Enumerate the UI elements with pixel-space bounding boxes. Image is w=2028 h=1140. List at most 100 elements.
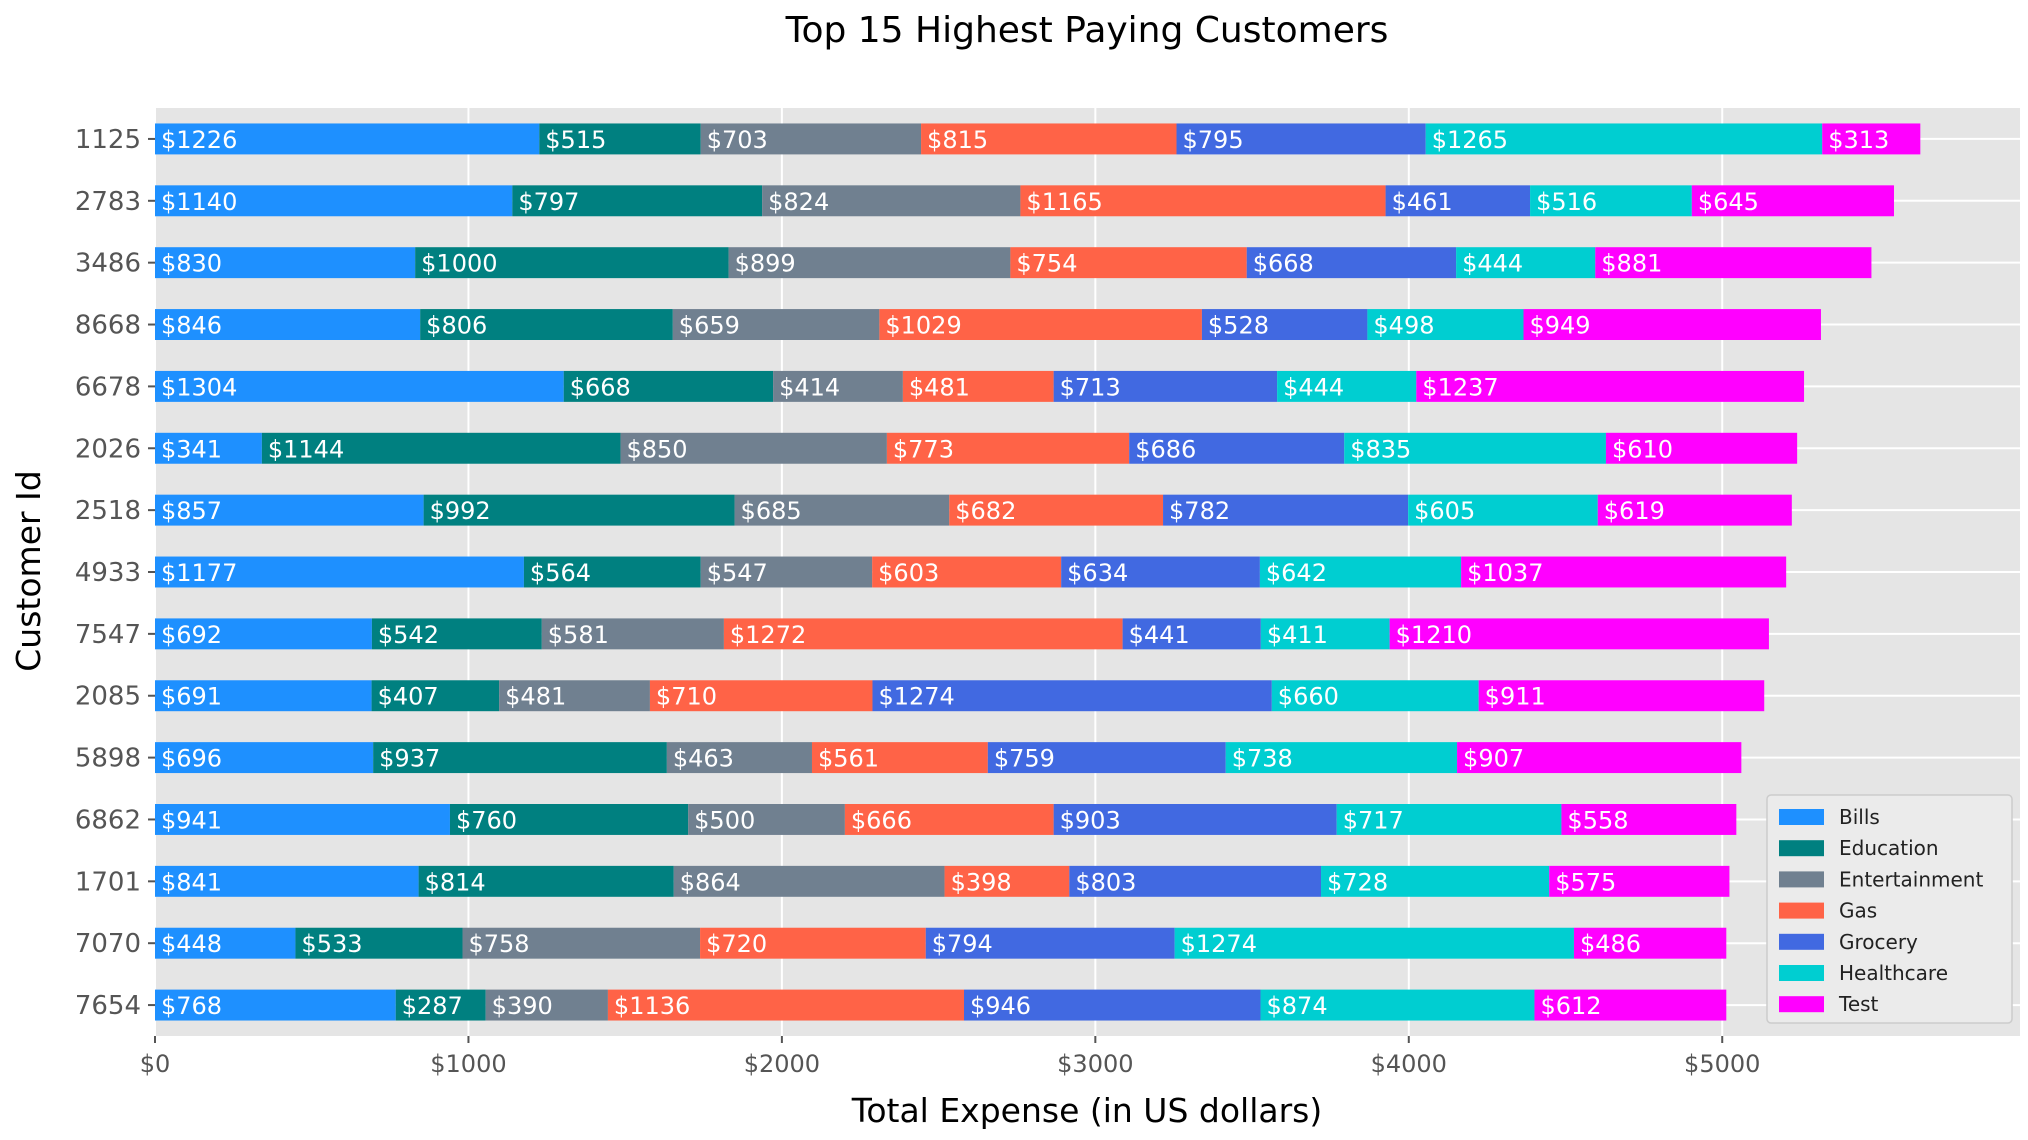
bar-value-label: $390 <box>492 992 553 1020</box>
bar-segment-entertainment <box>620 432 887 464</box>
bar-value-label: $444 <box>1283 373 1344 401</box>
bar-value-label: $398 <box>951 868 1012 896</box>
bar-segment-healthcare <box>1260 618 1390 650</box>
bar-value-label: $516 <box>1536 188 1597 216</box>
bar-segment-grocery <box>1246 247 1457 279</box>
bar-segment-healthcare <box>1271 680 1479 712</box>
bar-segment-healthcare <box>1336 804 1562 835</box>
bar-value-label: $1037 <box>1467 559 1543 587</box>
bar-segment-gas <box>1010 247 1247 279</box>
bar-segment-education <box>449 804 689 835</box>
bar-segment-gas <box>700 927 926 959</box>
bar-value-label: $797 <box>518 188 579 216</box>
bar-segment-test <box>1822 123 1921 155</box>
bar-segment-entertainment <box>485 989 608 1021</box>
y-tick-label: 2085 <box>75 682 141 712</box>
y-tick-label: 6678 <box>75 372 141 402</box>
bar-value-label: $720 <box>706 930 767 958</box>
bar-segment-grocery <box>964 989 1261 1021</box>
bar-value-label: $612 <box>1540 992 1601 1020</box>
legend-swatch <box>1779 965 1824 981</box>
legend-label: Education <box>1839 836 1939 860</box>
bar-segment-education <box>415 247 729 279</box>
legend-label: Grocery <box>1839 930 1918 954</box>
bar-segment-healthcare <box>1321 865 1550 897</box>
bar-value-label: $850 <box>626 435 687 463</box>
bar-segment-grocery <box>987 742 1226 774</box>
bar-segment-gas <box>811 742 988 774</box>
bar-segment-test <box>1523 309 1821 340</box>
bar-value-label: $486 <box>1580 930 1641 958</box>
x-tick-label: $1000 <box>430 1050 506 1078</box>
bar-value-label: $814 <box>425 868 486 896</box>
bar-segment-grocery <box>1163 494 1409 526</box>
bar-segment-education <box>371 618 542 650</box>
y-tick-label: 1701 <box>75 867 141 897</box>
bar-value-label: $1165 <box>1026 188 1102 216</box>
bar-segment-test <box>1478 680 1765 712</box>
bar-value-label: $830 <box>161 250 222 278</box>
bar-segment-bills <box>155 494 424 526</box>
bar-segment-gas <box>886 432 1130 464</box>
bar-segment-healthcare <box>1456 247 1596 279</box>
bar-segment-grocery <box>1385 185 1531 217</box>
bar-value-label: $759 <box>994 745 1055 773</box>
bar-value-label: $448 <box>161 930 222 958</box>
bar-segment-healthcare <box>1367 309 1524 340</box>
bar-value-label: $561 <box>818 745 879 773</box>
legend-label: Healthcare <box>1839 961 1948 985</box>
y-tick-label: 2518 <box>75 496 141 526</box>
bar-segment-healthcare <box>1259 556 1462 588</box>
x-tick-label: $3000 <box>1057 1050 1133 1078</box>
bar-segment-gas <box>921 123 1177 155</box>
bar-segment-test <box>1691 185 1894 217</box>
bar-segment-gas <box>872 556 1062 588</box>
bar-value-label: $1144 <box>268 435 344 463</box>
bar-value-label: $874 <box>1267 992 1328 1020</box>
bar-segment-gas <box>607 989 965 1021</box>
y-tick-label: 7654 <box>75 991 141 1021</box>
bar-segment-education <box>261 432 621 464</box>
bar-segment-healthcare <box>1425 123 1823 155</box>
bar-segment-education <box>371 680 500 712</box>
bar-value-label: $533 <box>301 930 362 958</box>
legend-swatch <box>1779 933 1824 950</box>
bar-segment-grocery <box>1053 804 1337 835</box>
legend-label: Test <box>1838 992 1879 1016</box>
bar-segment-gas <box>944 865 1070 897</box>
bar-value-label: $941 <box>161 806 222 834</box>
bar-value-label: $542 <box>378 621 439 649</box>
bar-segment-grocery <box>1053 370 1278 402</box>
bar-value-label: $581 <box>548 621 609 649</box>
bar-segment-bills <box>155 370 564 402</box>
bar-segment-entertainment <box>700 556 873 588</box>
bar-value-label: $824 <box>768 188 829 216</box>
x-tick-label: $0 <box>140 1050 171 1078</box>
bar-segment-entertainment <box>499 680 650 712</box>
bar-segment-test <box>1573 927 1727 959</box>
bar-segment-grocery <box>1122 618 1261 650</box>
bar-value-label: $645 <box>1698 188 1759 216</box>
bar-value-label: $634 <box>1067 559 1128 587</box>
bar-value-label: $668 <box>1253 250 1314 278</box>
bar-value-label: $441 <box>1129 621 1190 649</box>
legend-swatch <box>1779 809 1824 825</box>
bar-value-label: $841 <box>161 868 222 896</box>
bar-value-label: $481 <box>505 683 566 711</box>
bar-value-label: $710 <box>656 683 717 711</box>
bar-segment-entertainment <box>672 309 880 340</box>
bar-value-label: $685 <box>741 497 802 525</box>
y-axis-label: Customer Id <box>9 470 48 671</box>
bar-segment-healthcare <box>1225 742 1458 774</box>
bar-segment-entertainment <box>666 742 812 774</box>
bar-value-label: $758 <box>468 930 529 958</box>
bar-value-label: $835 <box>1350 435 1411 463</box>
y-axis-ticks: 1125 2783 3486 8668 6678 2026 2518 4933 7547 2085… <box>75 125 155 1021</box>
bar-value-label: $907 <box>1463 745 1524 773</box>
bar-segment-entertainment <box>541 618 724 650</box>
bar-segment-grocery <box>925 927 1175 959</box>
chart-title: Top 15 Highest Paying Customers <box>785 10 1389 51</box>
bar-value-label: $738 <box>1232 745 1293 773</box>
y-tick-label: 1125 <box>75 125 141 155</box>
